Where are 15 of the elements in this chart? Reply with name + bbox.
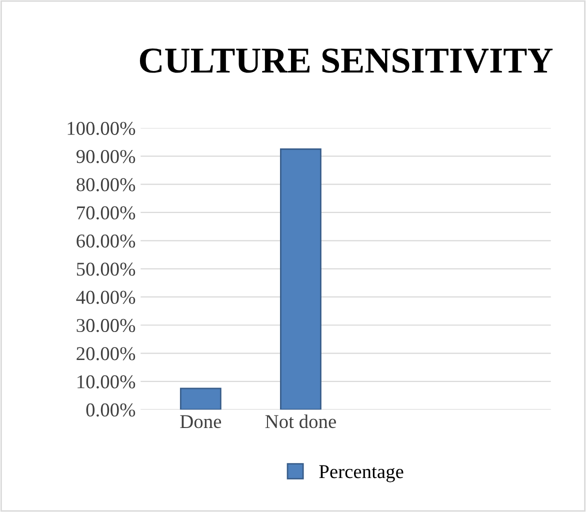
y-tick-label: 50.00% bbox=[76, 262, 136, 276]
y-tick-label: 60.00% bbox=[76, 234, 136, 248]
legend-label: Percentage bbox=[319, 465, 404, 482]
y-tick-label: 90.00% bbox=[76, 150, 136, 164]
y-tick-label: 10.00% bbox=[78, 375, 136, 388]
x-tick-label: Not done bbox=[265, 414, 336, 428]
y-tick-label: 70.00% bbox=[77, 206, 136, 220]
x-tick-label: Done bbox=[180, 415, 222, 428]
chart-title: CULTURE SENSITIVITY bbox=[140, 48, 553, 73]
y-tick-label: 20.00% bbox=[76, 347, 136, 360]
y-tick-label: 100.00% bbox=[68, 122, 136, 136]
y-tick-label: 0.00% bbox=[86, 403, 136, 417]
y-tick-label: 30.00% bbox=[76, 318, 136, 332]
y-tick-label: 80.00% bbox=[76, 178, 136, 192]
y-tick-label: 40.00% bbox=[76, 290, 136, 304]
